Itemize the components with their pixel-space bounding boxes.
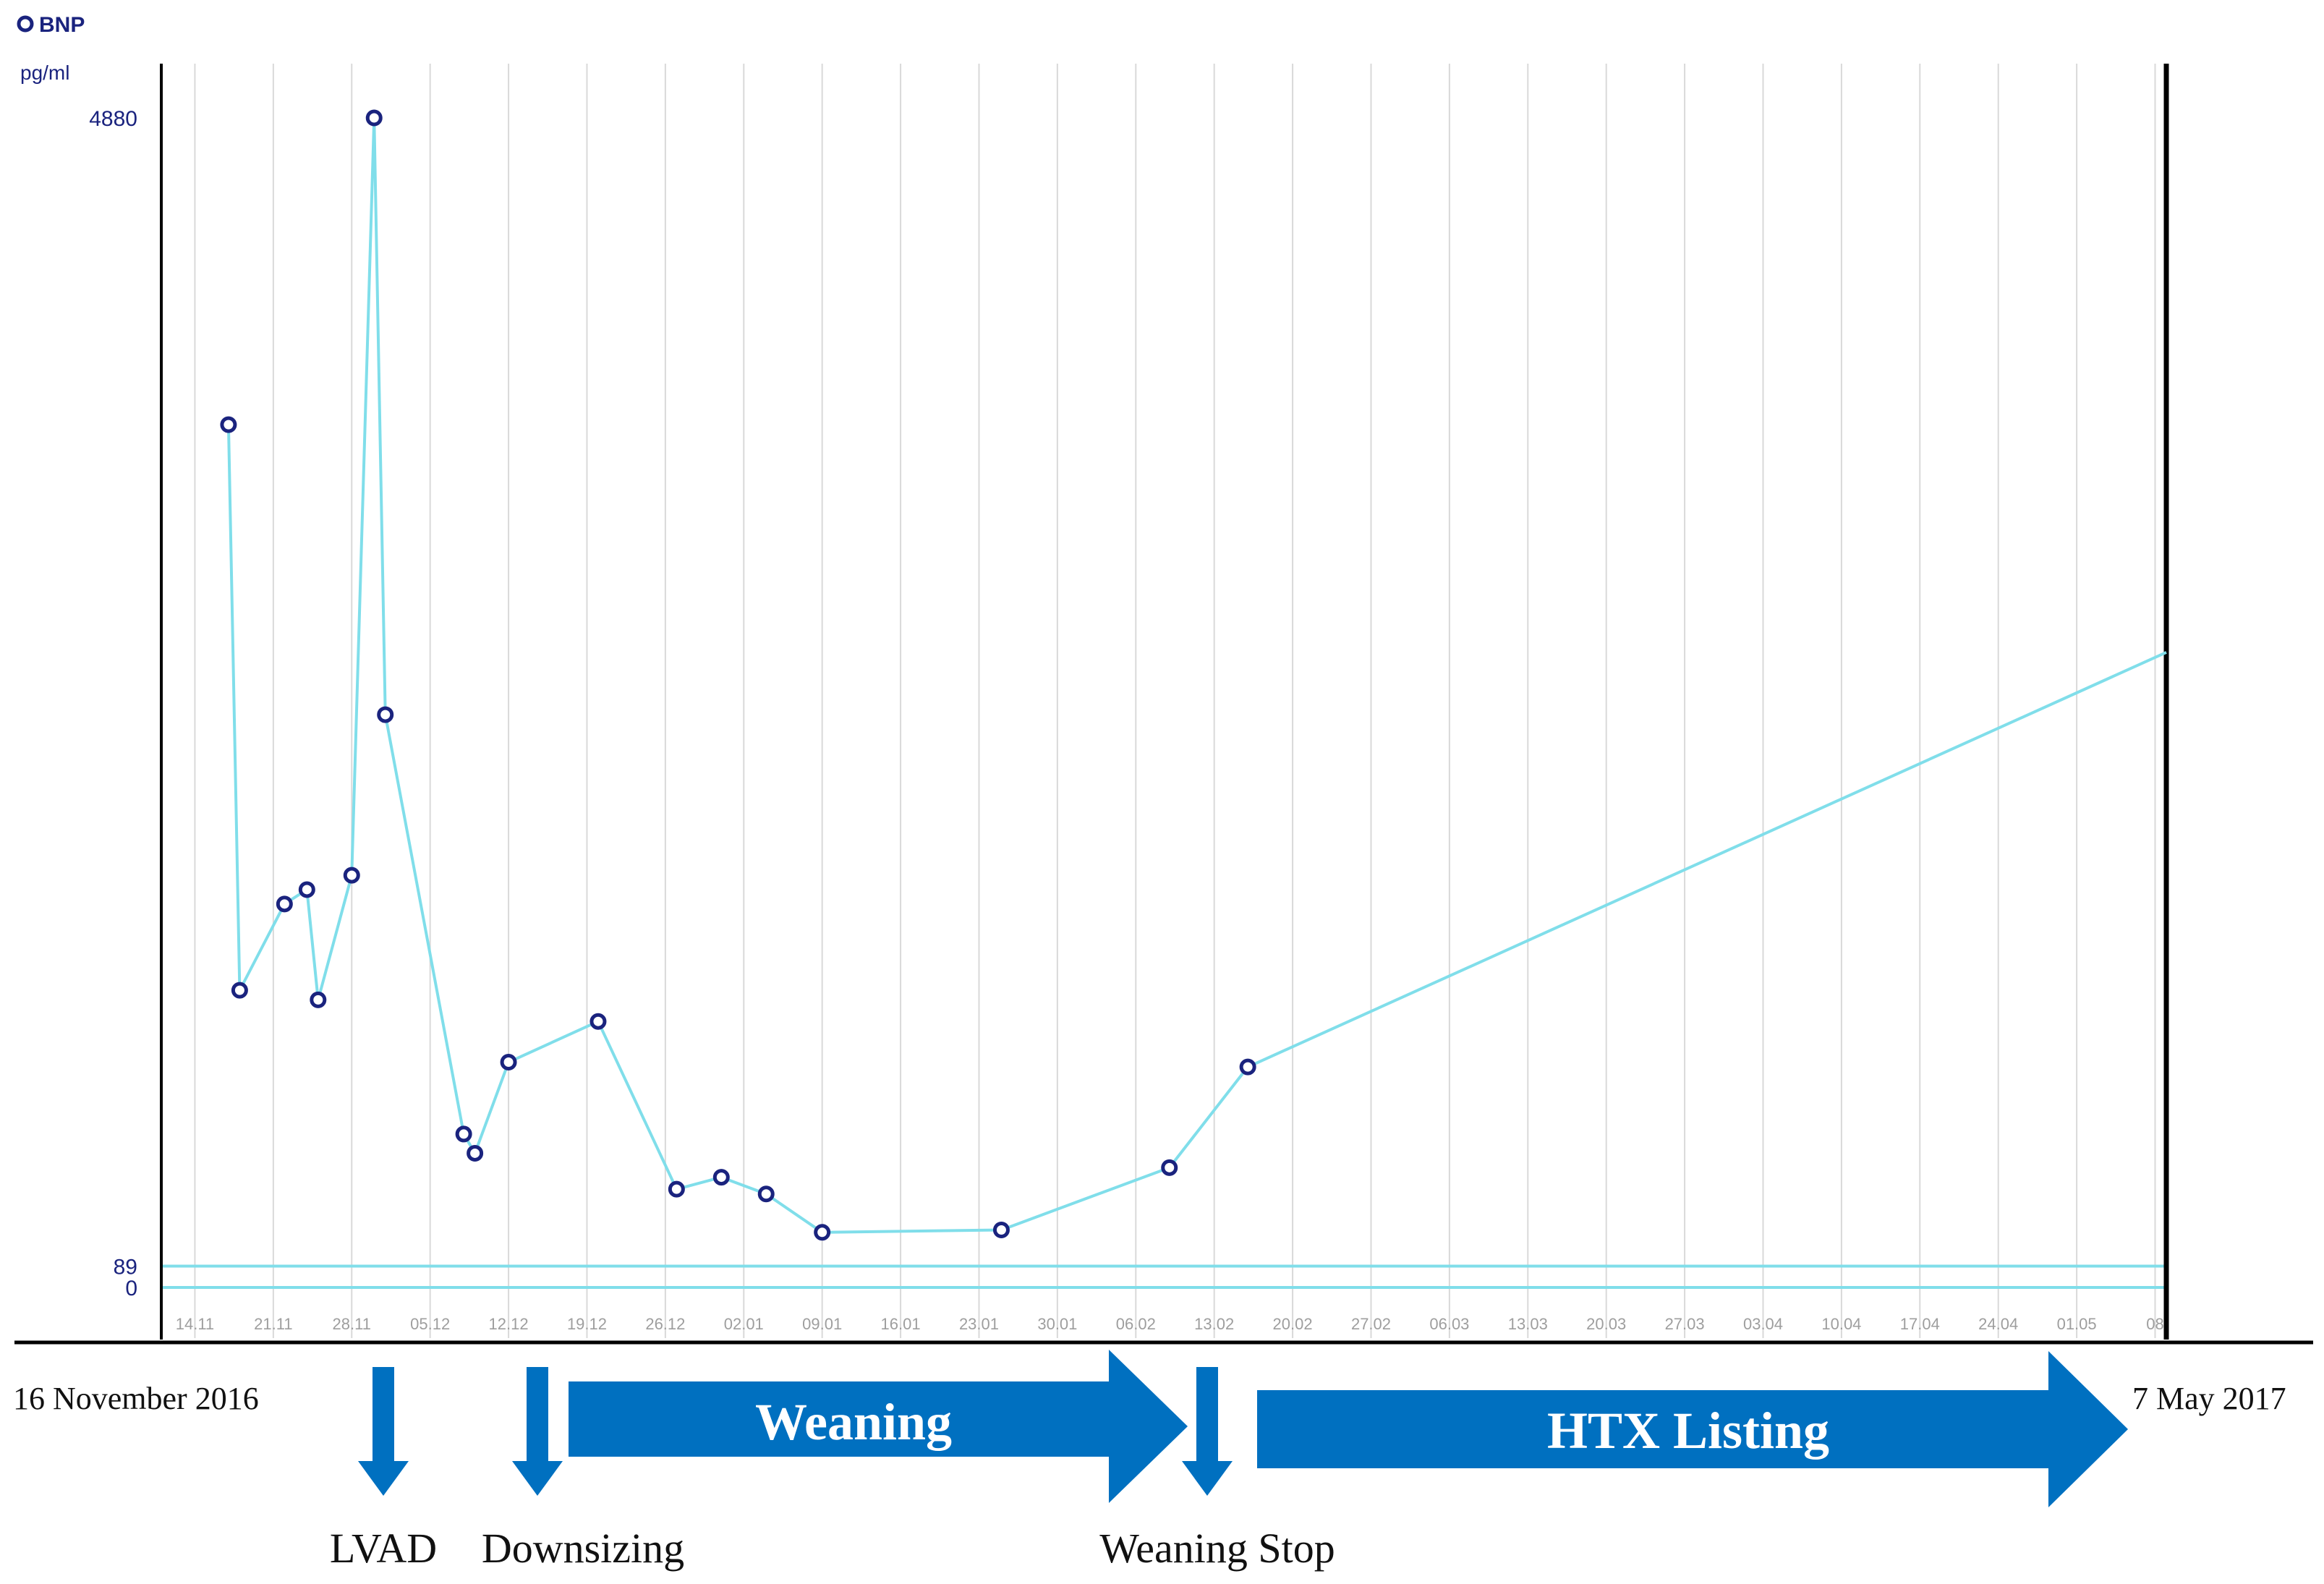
y-tick-labels: 4880 890: [89, 107, 137, 1300]
right-arrow-icon: [569, 1350, 1188, 1503]
legend-marker-icon: [17, 15, 34, 33]
data-point-14: [757, 1185, 775, 1203]
vertical-gridlines: [194, 64, 2156, 1338]
data-point-3: [298, 881, 315, 898]
data-point-15: [814, 1224, 831, 1241]
phase-label-weaning: Weaning: [755, 1393, 952, 1451]
legend: BNP: [17, 13, 85, 37]
x-tick-label: 23.01: [959, 1315, 999, 1333]
data-point-6: [365, 109, 383, 127]
x-tick-label: 10.04: [1821, 1315, 1861, 1333]
x-tick-label: 14.11: [176, 1315, 214, 1333]
data-point-10: [500, 1054, 517, 1071]
x-tick-label: 28.11: [333, 1315, 371, 1333]
x-tick-label: 21.11: [254, 1315, 292, 1333]
x-tick-label: 09.01: [802, 1315, 842, 1333]
series-line-0: [226, 116, 2167, 1234]
y-axis-unit-label: pg/ml: [20, 61, 69, 84]
x-tick-label: 13.03: [1508, 1315, 1548, 1333]
x-tick-label: 16.01: [881, 1315, 921, 1333]
phase-arrow-weaning: Weaning: [569, 1350, 1188, 1503]
bnp-series: [220, 109, 2167, 1241]
legend-label: BNP: [39, 13, 85, 37]
data-point-7: [377, 706, 394, 723]
x-tick-label: 27.02: [1351, 1315, 1391, 1333]
x-tick-label: 06.02: [1116, 1315, 1156, 1333]
right-arrow-icon: [1257, 1351, 2128, 1507]
axes: [14, 64, 2313, 1345]
x-tick-label: 06.03: [1429, 1315, 1469, 1333]
down-arrow-icon: [358, 1367, 409, 1496]
phase-arrow-htx-listing: HTX Listing: [1257, 1351, 2128, 1507]
phase-label-htx-listing: HTX Listing: [1547, 1402, 1829, 1460]
data-point-5: [343, 866, 360, 884]
x-tick-label: 20.02: [1273, 1315, 1313, 1333]
data-point-4: [310, 991, 327, 1008]
data-point-8: [455, 1125, 472, 1143]
x-tick-label: 30.01: [1037, 1315, 1077, 1333]
x-tick-labels: 14.11 21.11 28.11 05.12 12.12 19.12 26.12 02.01…: [176, 1315, 2164, 1333]
event-arrow-weaning-stop: [1182, 1367, 1233, 1496]
down-arrow-icon: [512, 1367, 563, 1496]
data-point-0: [220, 416, 237, 433]
y-tick-label: 4880: [89, 107, 137, 131]
data-point-16: [992, 1221, 1010, 1238]
x-tick-label: 17.04: [1900, 1315, 1940, 1333]
x-tick-label: 20.03: [1586, 1315, 1626, 1333]
data-point-9: [467, 1144, 484, 1162]
data-point-2: [276, 895, 293, 913]
x-tick-label: 05.12: [410, 1315, 450, 1333]
x-tick-label: 12.12: [489, 1315, 529, 1333]
event-arrow-downsizing: [512, 1367, 563, 1496]
event-arrow-lvad: [358, 1367, 409, 1496]
x-tick-label: 08: [2146, 1315, 2163, 1333]
x-tick-label: 02.01: [724, 1315, 764, 1333]
x-tick-label: 24.04: [1978, 1315, 2018, 1333]
event-label-weaning-stop: Weaning Stop: [1099, 1525, 1335, 1572]
event-label-downsizing: Downsizing: [482, 1525, 684, 1572]
data-point-11: [589, 1013, 607, 1030]
data-point-12: [668, 1180, 685, 1198]
y-tick-label: 89: [114, 1256, 137, 1279]
event-label-lvad: LVAD: [330, 1525, 437, 1572]
x-tick-label: 13.02: [1194, 1315, 1234, 1333]
data-point-1: [231, 982, 248, 999]
x-tick-label: 19.12: [567, 1315, 607, 1333]
x-tick-label: 26.12: [645, 1315, 685, 1333]
down-arrow-icon: [1182, 1367, 1233, 1496]
x-tick-label: 01.05: [2057, 1315, 2097, 1333]
reference-lines: [161, 1264, 2166, 1289]
x-tick-label: 03.04: [1743, 1315, 1783, 1333]
y-tick-label: 0: [125, 1277, 137, 1300]
start-date-label: 16 November 2016: [13, 1381, 259, 1416]
end-date-label: 7 May 2017: [2132, 1381, 2286, 1416]
x-tick-label: 27.03: [1665, 1315, 1705, 1333]
data-point-13: [712, 1169, 730, 1186]
data-point-18: [1239, 1058, 1256, 1076]
data-point-17: [1161, 1159, 1178, 1176]
